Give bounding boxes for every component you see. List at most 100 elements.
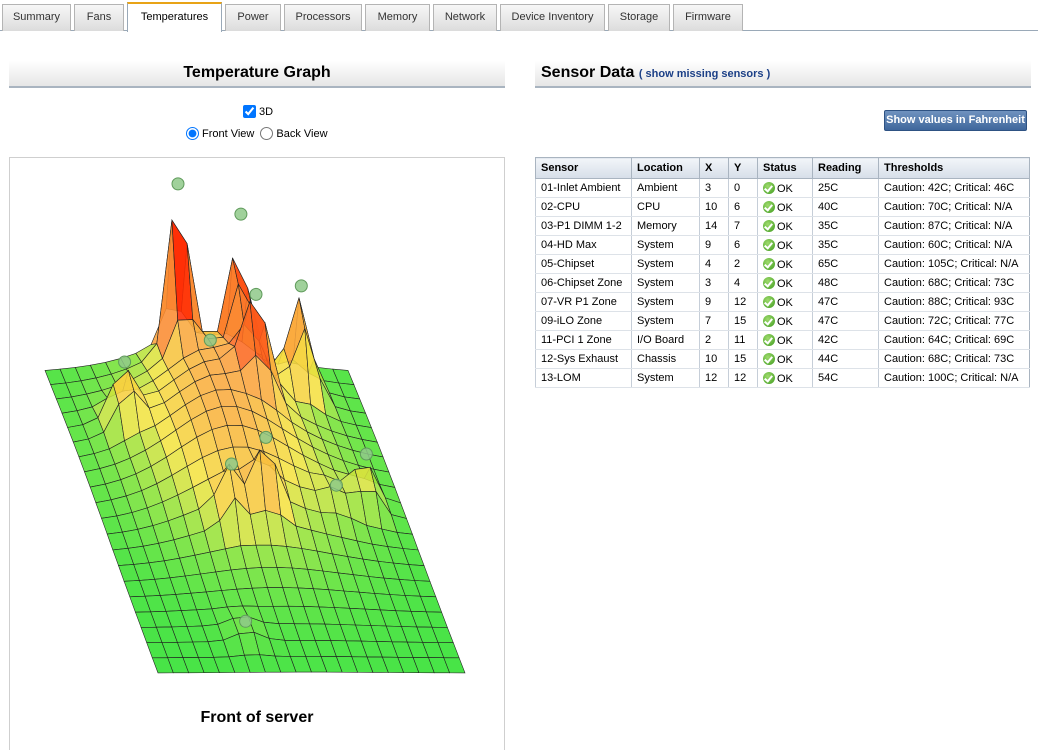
table-row: 07-VR P1 Zone System 9 12 OK 47C Caution: 88C;… bbox=[535, 292, 1030, 312]
thresholds-cell: Caution: 88C; Critical: 93C bbox=[878, 292, 1030, 312]
table-row: 06-Chipset Zone System 3 4 OK 48C Caution: 68C… bbox=[535, 273, 1030, 293]
x-cell: 10 bbox=[699, 197, 729, 217]
status-text: OK bbox=[777, 296, 793, 309]
sensor-name-cell: 06-Chipset Zone bbox=[535, 273, 632, 293]
sensor-name-cell: 13-LOM bbox=[535, 368, 632, 388]
tab-processors[interactable]: Processors bbox=[284, 4, 362, 31]
tab-firmware[interactable]: Firmware bbox=[673, 4, 743, 31]
thresholds-cell: Caution: 42C; Critical: 46C bbox=[878, 178, 1030, 198]
table-row: 01-Inlet Ambient Ambient 3 0 OK 25C Caution: 4… bbox=[535, 178, 1030, 198]
tab-memory[interactable]: Memory bbox=[365, 4, 430, 31]
graph-caption: Front of server bbox=[200, 709, 314, 726]
reading-cell: 44C bbox=[812, 349, 879, 369]
tab-network[interactable]: Network bbox=[433, 4, 497, 31]
thresholds-cell: Caution: 72C; Critical: 77C bbox=[878, 311, 1030, 331]
thresholds-cell: Caution: 105C; Critical: N/A bbox=[878, 254, 1030, 274]
temperature-surface-plot[interactable] bbox=[10, 158, 504, 698]
y-cell: 4 bbox=[728, 273, 758, 293]
reading-cell: 47C bbox=[812, 292, 879, 312]
sensor-marker[interactable] bbox=[329, 478, 343, 492]
sensor-name-cell: 11-PCI 1 Zone bbox=[535, 330, 632, 350]
sensor-marker[interactable] bbox=[171, 177, 185, 191]
tab-fans[interactable]: Fans bbox=[74, 4, 124, 31]
tab-power[interactable]: Power bbox=[225, 4, 281, 31]
column-header-location[interactable]: Location bbox=[631, 157, 700, 179]
table-row: 05-Chipset System 4 2 OK 65C Caution: 105C; Cr… bbox=[535, 254, 1030, 274]
back-view-radio[interactable] bbox=[260, 127, 274, 140]
tab-temperatures[interactable]: Temperatures bbox=[127, 2, 222, 32]
tab-summary[interactable]: Summary bbox=[2, 4, 71, 31]
front-view-radio[interactable] bbox=[186, 127, 199, 140]
location-cell: Chassis bbox=[631, 349, 700, 369]
tab-device-inventory[interactable]: Device Inventory bbox=[500, 4, 605, 31]
y-cell: 0 bbox=[728, 178, 758, 198]
status-cell: OK bbox=[757, 368, 813, 388]
x-cell: 2 bbox=[699, 330, 729, 350]
status-cell: OK bbox=[757, 197, 813, 217]
sensor-marker[interactable] bbox=[203, 333, 217, 347]
temperature-surface-mesh bbox=[44, 218, 466, 674]
column-header-thresholds[interactable]: Thresholds bbox=[878, 157, 1030, 179]
sensor-marker[interactable] bbox=[294, 279, 308, 293]
column-header-reading[interactable]: Reading bbox=[812, 157, 879, 179]
thresholds-cell: Caution: 70C; Critical: N/A bbox=[878, 197, 1030, 217]
column-header-sensor[interactable]: Sensor bbox=[535, 157, 632, 179]
sensor-name-cell: 01-Inlet Ambient bbox=[535, 178, 632, 198]
3d-checkbox[interactable] bbox=[243, 105, 256, 118]
status-text: OK bbox=[777, 372, 793, 385]
y-cell: 15 bbox=[728, 311, 758, 331]
reading-cell: 25C bbox=[812, 178, 879, 198]
reading-cell: 65C bbox=[812, 254, 879, 274]
y-cell: 12 bbox=[728, 292, 758, 312]
status-cell: OK bbox=[757, 235, 813, 255]
check-circle-icon bbox=[763, 371, 775, 384]
y-cell: 12 bbox=[728, 368, 758, 388]
sensor-marker[interactable] bbox=[249, 287, 263, 301]
sensor-marker[interactable] bbox=[259, 430, 273, 444]
thresholds-cell: Caution: 60C; Critical: N/A bbox=[878, 235, 1030, 255]
check-circle-icon bbox=[763, 200, 775, 213]
reading-cell: 48C bbox=[812, 273, 879, 293]
sensor-marker[interactable] bbox=[359, 447, 373, 461]
check-circle-icon bbox=[763, 238, 775, 251]
tab-storage[interactable]: Storage bbox=[608, 4, 670, 31]
sensor-marker[interactable] bbox=[225, 457, 238, 471]
surface-cell bbox=[443, 657, 466, 674]
y-cell: 6 bbox=[728, 235, 758, 255]
reading-cell: 47C bbox=[812, 311, 879, 331]
sensor-marker[interactable] bbox=[239, 614, 253, 628]
table-row: 04-HD Max System 9 6 OK 35C Caution: 60C; Crit… bbox=[535, 235, 1030, 255]
status-cell: OK bbox=[757, 216, 813, 236]
check-circle-icon bbox=[763, 295, 775, 308]
location-cell: CPU bbox=[631, 197, 700, 217]
3d-checkbox-label[interactable]: 3D bbox=[259, 105, 274, 118]
sensor-data-header: Sensor Data ( show missing sensors ) bbox=[535, 61, 1031, 88]
check-circle-icon bbox=[763, 333, 775, 346]
location-cell: System bbox=[631, 235, 700, 255]
show-missing-sensors-link[interactable]: ( show missing sensors ) bbox=[638, 68, 771, 80]
column-header-status[interactable]: Status bbox=[757, 157, 813, 179]
check-circle-icon bbox=[763, 276, 775, 289]
sensor-name-cell: 03-P1 DIMM 1-2 bbox=[535, 216, 632, 236]
show-fahrenheit-button[interactable]: Show values in Fahrenheit bbox=[884, 110, 1027, 131]
temperature-graph-header: Temperature Graph bbox=[9, 61, 505, 88]
front-view-option[interactable]: Front View bbox=[186, 127, 254, 140]
column-header-x[interactable]: X bbox=[699, 157, 729, 179]
status-text: OK bbox=[777, 315, 793, 328]
3d-toggle-row: 3D bbox=[243, 105, 273, 118]
status-cell: OK bbox=[757, 273, 813, 293]
status-text: OK bbox=[777, 353, 793, 366]
table-row: 11-PCI 1 Zone I/O Board 2 11 OK 42C Caution: 6… bbox=[535, 330, 1030, 350]
x-cell: 3 bbox=[699, 273, 729, 293]
reading-cell: 35C bbox=[812, 216, 879, 236]
check-circle-icon bbox=[763, 314, 775, 327]
back-view-option[interactable]: Back View bbox=[260, 127, 328, 140]
sensor-name-cell: 04-HD Max bbox=[535, 235, 632, 255]
sensor-marker[interactable] bbox=[234, 207, 248, 221]
sensor-name-cell: 09-iLO Zone bbox=[535, 311, 632, 331]
tab-bar: Summary Fans Temperatures Power Processo… bbox=[0, 0, 1038, 32]
column-header-y[interactable]: Y bbox=[728, 157, 758, 179]
thresholds-cell: Caution: 87C; Critical: N/A bbox=[878, 216, 1030, 236]
sensor-marker[interactable] bbox=[118, 355, 132, 369]
y-cell: 7 bbox=[728, 216, 758, 236]
